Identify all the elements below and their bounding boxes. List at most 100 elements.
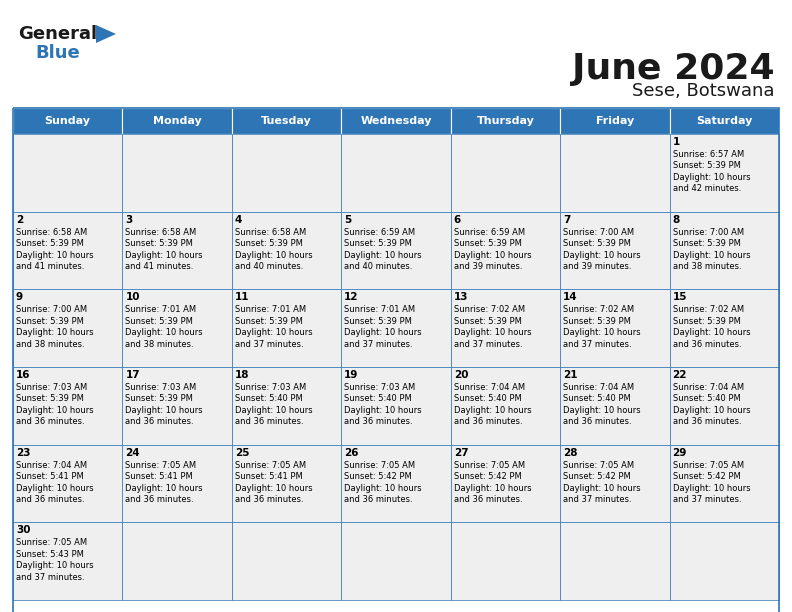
Bar xyxy=(560,212,669,289)
Bar xyxy=(560,367,669,445)
Bar xyxy=(13,108,123,134)
Text: Sunrise: 6:58 AM
Sunset: 5:39 PM
Daylight: 10 hours
and 40 minutes.: Sunrise: 6:58 AM Sunset: 5:39 PM Dayligh… xyxy=(235,228,313,271)
Bar xyxy=(232,212,341,289)
Bar xyxy=(232,108,341,134)
Text: Wednesday: Wednesday xyxy=(360,116,432,126)
Text: Sunrise: 7:04 AM
Sunset: 5:41 PM
Daylight: 10 hours
and 36 minutes.: Sunrise: 7:04 AM Sunset: 5:41 PM Dayligh… xyxy=(16,461,93,504)
Text: Tuesday: Tuesday xyxy=(261,116,312,126)
Bar xyxy=(451,212,560,289)
Bar xyxy=(560,134,669,212)
Text: General: General xyxy=(18,25,97,43)
Text: Sunrise: 7:02 AM
Sunset: 5:39 PM
Daylight: 10 hours
and 36 minutes.: Sunrise: 7:02 AM Sunset: 5:39 PM Dayligh… xyxy=(672,305,750,349)
Text: Sunrise: 7:00 AM
Sunset: 5:39 PM
Daylight: 10 hours
and 39 minutes.: Sunrise: 7:00 AM Sunset: 5:39 PM Dayligh… xyxy=(563,228,641,271)
Text: Sunrise: 6:59 AM
Sunset: 5:39 PM
Daylight: 10 hours
and 40 minutes.: Sunrise: 6:59 AM Sunset: 5:39 PM Dayligh… xyxy=(345,228,422,271)
Text: Sunrise: 7:05 AM
Sunset: 5:42 PM
Daylight: 10 hours
and 36 minutes.: Sunrise: 7:05 AM Sunset: 5:42 PM Dayligh… xyxy=(345,461,422,504)
Text: Sunrise: 7:01 AM
Sunset: 5:39 PM
Daylight: 10 hours
and 38 minutes.: Sunrise: 7:01 AM Sunset: 5:39 PM Dayligh… xyxy=(125,305,203,349)
Text: Blue: Blue xyxy=(35,44,80,62)
Text: Sunrise: 7:03 AM
Sunset: 5:39 PM
Daylight: 10 hours
and 36 minutes.: Sunrise: 7:03 AM Sunset: 5:39 PM Dayligh… xyxy=(16,383,93,427)
Text: Sunrise: 7:05 AM
Sunset: 5:42 PM
Daylight: 10 hours
and 37 minutes.: Sunrise: 7:05 AM Sunset: 5:42 PM Dayligh… xyxy=(563,461,641,504)
Bar xyxy=(669,134,779,212)
Text: Sunrise: 7:03 AM
Sunset: 5:40 PM
Daylight: 10 hours
and 36 minutes.: Sunrise: 7:03 AM Sunset: 5:40 PM Dayligh… xyxy=(235,383,313,427)
Text: 10: 10 xyxy=(125,293,140,302)
Text: Sunrise: 7:02 AM
Sunset: 5:39 PM
Daylight: 10 hours
and 37 minutes.: Sunrise: 7:02 AM Sunset: 5:39 PM Dayligh… xyxy=(563,305,641,349)
Text: 14: 14 xyxy=(563,293,578,302)
Text: Monday: Monday xyxy=(153,116,201,126)
Bar xyxy=(669,289,779,367)
Text: 1: 1 xyxy=(672,137,680,147)
Text: Sunrise: 7:05 AM
Sunset: 5:43 PM
Daylight: 10 hours
and 37 minutes.: Sunrise: 7:05 AM Sunset: 5:43 PM Dayligh… xyxy=(16,539,93,581)
Text: Sunrise: 7:00 AM
Sunset: 5:39 PM
Daylight: 10 hours
and 38 minutes.: Sunrise: 7:00 AM Sunset: 5:39 PM Dayligh… xyxy=(16,305,93,349)
Text: June 2024: June 2024 xyxy=(573,52,775,86)
Text: Sunrise: 7:04 AM
Sunset: 5:40 PM
Daylight: 10 hours
and 36 minutes.: Sunrise: 7:04 AM Sunset: 5:40 PM Dayligh… xyxy=(563,383,641,427)
Text: Sunrise: 6:57 AM
Sunset: 5:39 PM
Daylight: 10 hours
and 42 minutes.: Sunrise: 6:57 AM Sunset: 5:39 PM Dayligh… xyxy=(672,150,750,193)
Bar xyxy=(13,289,123,367)
Text: Sunrise: 7:05 AM
Sunset: 5:41 PM
Daylight: 10 hours
and 36 minutes.: Sunrise: 7:05 AM Sunset: 5:41 PM Dayligh… xyxy=(235,461,313,504)
Text: 25: 25 xyxy=(235,447,249,458)
Text: Sunrise: 7:02 AM
Sunset: 5:39 PM
Daylight: 10 hours
and 37 minutes.: Sunrise: 7:02 AM Sunset: 5:39 PM Dayligh… xyxy=(454,305,531,349)
Text: 8: 8 xyxy=(672,215,680,225)
Text: Friday: Friday xyxy=(596,116,634,126)
Bar xyxy=(560,522,669,600)
Bar xyxy=(13,367,123,445)
Bar xyxy=(123,289,232,367)
Text: Sunrise: 7:01 AM
Sunset: 5:39 PM
Daylight: 10 hours
and 37 minutes.: Sunrise: 7:01 AM Sunset: 5:39 PM Dayligh… xyxy=(235,305,313,349)
Text: Sunrise: 7:03 AM
Sunset: 5:40 PM
Daylight: 10 hours
and 36 minutes.: Sunrise: 7:03 AM Sunset: 5:40 PM Dayligh… xyxy=(345,383,422,427)
Text: 30: 30 xyxy=(16,525,31,536)
Text: Sunrise: 7:03 AM
Sunset: 5:39 PM
Daylight: 10 hours
and 36 minutes.: Sunrise: 7:03 AM Sunset: 5:39 PM Dayligh… xyxy=(125,383,203,427)
Bar xyxy=(341,367,451,445)
Text: Sunrise: 6:58 AM
Sunset: 5:39 PM
Daylight: 10 hours
and 41 minutes.: Sunrise: 6:58 AM Sunset: 5:39 PM Dayligh… xyxy=(125,228,203,271)
Bar xyxy=(232,289,341,367)
Bar xyxy=(669,108,779,134)
Text: 21: 21 xyxy=(563,370,577,380)
Bar xyxy=(123,367,232,445)
Bar xyxy=(123,522,232,600)
Text: 29: 29 xyxy=(672,447,687,458)
Text: 7: 7 xyxy=(563,215,570,225)
Text: Sunday: Sunday xyxy=(44,116,91,126)
Text: Saturday: Saturday xyxy=(696,116,752,126)
Text: Sunrise: 7:05 AM
Sunset: 5:42 PM
Daylight: 10 hours
and 37 minutes.: Sunrise: 7:05 AM Sunset: 5:42 PM Dayligh… xyxy=(672,461,750,504)
Bar xyxy=(341,134,451,212)
Bar xyxy=(560,108,669,134)
Text: Sunrise: 6:59 AM
Sunset: 5:39 PM
Daylight: 10 hours
and 39 minutes.: Sunrise: 6:59 AM Sunset: 5:39 PM Dayligh… xyxy=(454,228,531,271)
Text: 3: 3 xyxy=(125,215,133,225)
Bar xyxy=(341,522,451,600)
Bar xyxy=(669,367,779,445)
Bar xyxy=(451,445,560,522)
Bar xyxy=(123,108,232,134)
Bar xyxy=(669,522,779,600)
Bar xyxy=(451,134,560,212)
Text: 5: 5 xyxy=(345,215,352,225)
Bar xyxy=(451,289,560,367)
Text: 28: 28 xyxy=(563,447,577,458)
Bar xyxy=(341,212,451,289)
Bar xyxy=(560,445,669,522)
Text: 18: 18 xyxy=(235,370,249,380)
Bar xyxy=(123,212,232,289)
Text: 16: 16 xyxy=(16,370,31,380)
Bar xyxy=(451,522,560,600)
Text: Sunrise: 7:05 AM
Sunset: 5:41 PM
Daylight: 10 hours
and 36 minutes.: Sunrise: 7:05 AM Sunset: 5:41 PM Dayligh… xyxy=(125,461,203,504)
Text: 2: 2 xyxy=(16,215,23,225)
Polygon shape xyxy=(96,25,116,43)
Text: 17: 17 xyxy=(125,370,140,380)
Bar xyxy=(232,134,341,212)
Text: Sunrise: 7:05 AM
Sunset: 5:42 PM
Daylight: 10 hours
and 36 minutes.: Sunrise: 7:05 AM Sunset: 5:42 PM Dayligh… xyxy=(454,461,531,504)
Text: 26: 26 xyxy=(345,447,359,458)
Bar xyxy=(341,289,451,367)
Text: Sunrise: 7:01 AM
Sunset: 5:39 PM
Daylight: 10 hours
and 37 minutes.: Sunrise: 7:01 AM Sunset: 5:39 PM Dayligh… xyxy=(345,305,422,349)
Text: 24: 24 xyxy=(125,447,140,458)
Text: 22: 22 xyxy=(672,370,687,380)
Bar xyxy=(341,445,451,522)
Text: 19: 19 xyxy=(345,370,359,380)
Bar xyxy=(13,108,779,612)
Text: 13: 13 xyxy=(454,293,468,302)
Text: Sunrise: 6:58 AM
Sunset: 5:39 PM
Daylight: 10 hours
and 41 minutes.: Sunrise: 6:58 AM Sunset: 5:39 PM Dayligh… xyxy=(16,228,93,271)
Text: Sese, Botswana: Sese, Botswana xyxy=(633,82,775,100)
Bar xyxy=(560,289,669,367)
Text: Sunrise: 7:00 AM
Sunset: 5:39 PM
Daylight: 10 hours
and 38 minutes.: Sunrise: 7:00 AM Sunset: 5:39 PM Dayligh… xyxy=(672,228,750,271)
Text: 27: 27 xyxy=(454,447,468,458)
Text: 23: 23 xyxy=(16,447,31,458)
Text: 6: 6 xyxy=(454,215,461,225)
Text: Sunrise: 7:04 AM
Sunset: 5:40 PM
Daylight: 10 hours
and 36 minutes.: Sunrise: 7:04 AM Sunset: 5:40 PM Dayligh… xyxy=(454,383,531,427)
